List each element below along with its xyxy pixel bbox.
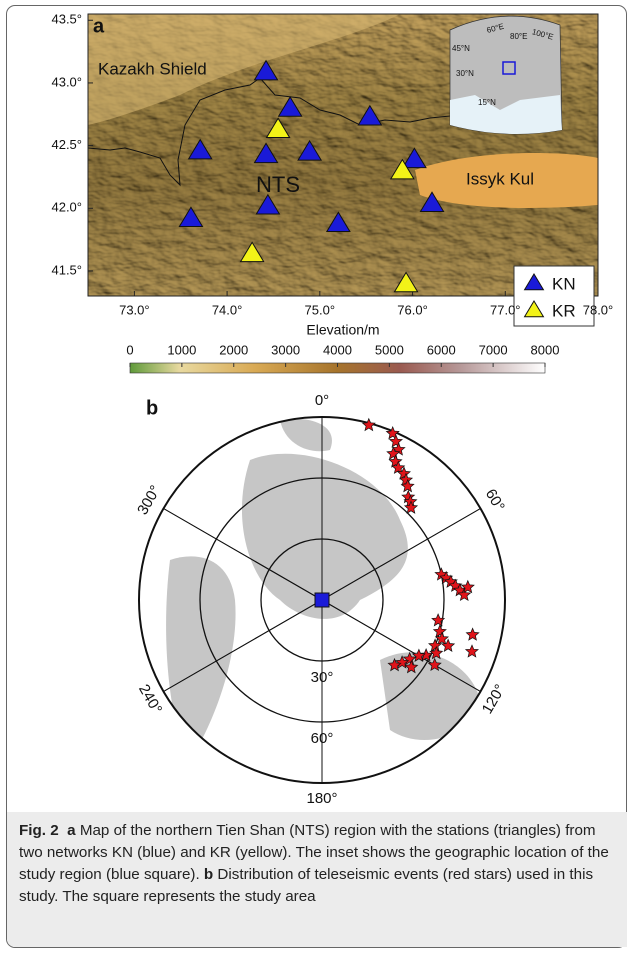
x-tick-label: 76.0° — [397, 302, 428, 317]
colorbar-tick-label: 7000 — [479, 342, 508, 357]
colorbar-tick-label: 1000 — [167, 342, 196, 357]
x-tick-label: 74.0° — [212, 302, 243, 317]
azimuth-label: 180° — [306, 790, 337, 807]
azimuth-label: 60° — [482, 486, 508, 514]
colorbar-tick-label: 0 — [126, 342, 133, 357]
inset-label: 45°N — [452, 44, 470, 53]
y-tick-label: 41.5° — [51, 262, 82, 277]
event-star — [466, 628, 478, 640]
caption-fig: Fig. 2 — [19, 822, 59, 839]
figure-page: b30°60°0°60°120°180°240°300° a73.0°74.0°… — [0, 0, 635, 956]
caption-a: a — [67, 822, 75, 839]
figure: b30°60°0°60°120°180°240°300° a73.0°74.0°… — [0, 0, 635, 812]
x-tick-label: 78.0° — [583, 302, 614, 317]
place-label: Issyk Kul — [466, 169, 534, 188]
azimuth-label: 0° — [315, 392, 329, 409]
x-axis-label: Elevation/m — [306, 322, 379, 338]
inset-label: 30°N — [456, 69, 474, 78]
y-tick-label: 43.0° — [51, 74, 82, 89]
caption-b: b — [204, 866, 213, 883]
colorbar-tick-label: 3000 — [271, 342, 300, 357]
legend-label: KR — [552, 301, 576, 320]
event-star — [434, 625, 446, 637]
place-label: NTS — [256, 172, 300, 197]
colorbar-tick-label: 5000 — [375, 342, 404, 357]
colorbar-tick-label: 6000 — [427, 342, 456, 357]
colorbar-tick-label: 2000 — [219, 342, 248, 357]
colorbar-tick-label: 8000 — [531, 342, 560, 357]
event-star — [466, 645, 478, 657]
inset-label: 15°N — [478, 98, 496, 107]
y-tick-label: 42.5° — [51, 137, 82, 152]
azimuth-label: 300° — [134, 483, 164, 518]
panel-label: b — [146, 397, 158, 419]
y-tick-label: 42.0° — [51, 200, 82, 215]
legend-label: KN — [552, 274, 576, 293]
x-tick-label: 75.0° — [305, 302, 336, 317]
event-star — [363, 419, 375, 431]
inset-label: 80°E — [510, 32, 527, 41]
y-tick-label: 43.5° — [51, 12, 82, 27]
study-area — [315, 593, 329, 607]
caption: Fig. 2 a Map of the northern Tien Shan (… — [7, 812, 627, 947]
panel-label: a — [93, 15, 105, 37]
x-tick-label: 77.0° — [490, 302, 521, 317]
polar-land — [166, 419, 480, 760]
colorbar-tick-label: 4000 — [323, 342, 352, 357]
x-tick-label: 73.0° — [119, 302, 150, 317]
place-label: Kazakh Shield — [98, 59, 207, 78]
